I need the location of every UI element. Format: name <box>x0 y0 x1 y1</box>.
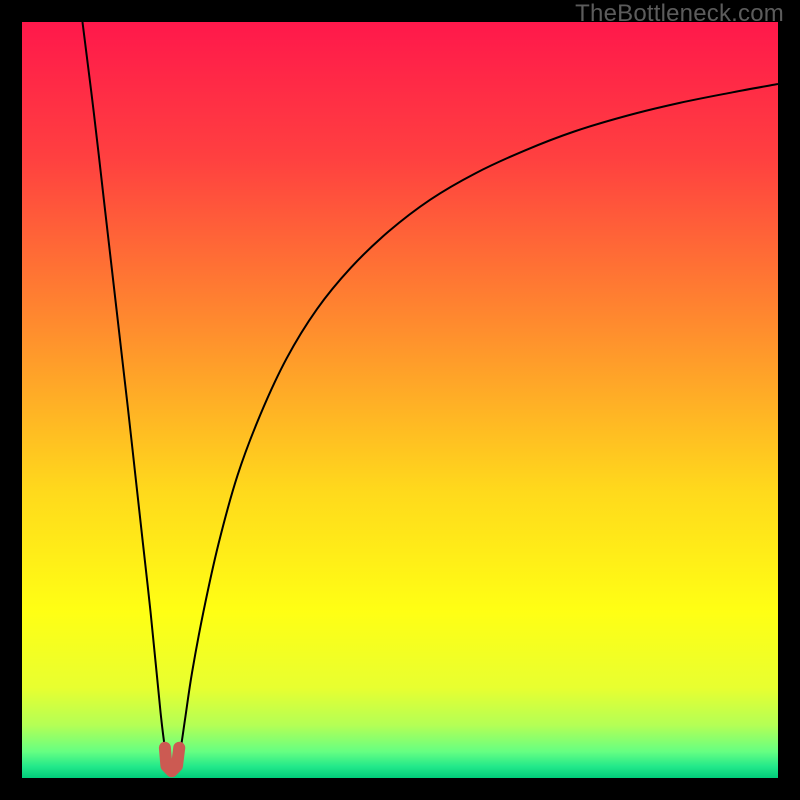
bottleneck-chart <box>22 22 778 778</box>
watermark-label: TheBottleneck.com <box>575 0 784 28</box>
chart-background <box>22 22 778 778</box>
chart-svg <box>22 22 778 778</box>
